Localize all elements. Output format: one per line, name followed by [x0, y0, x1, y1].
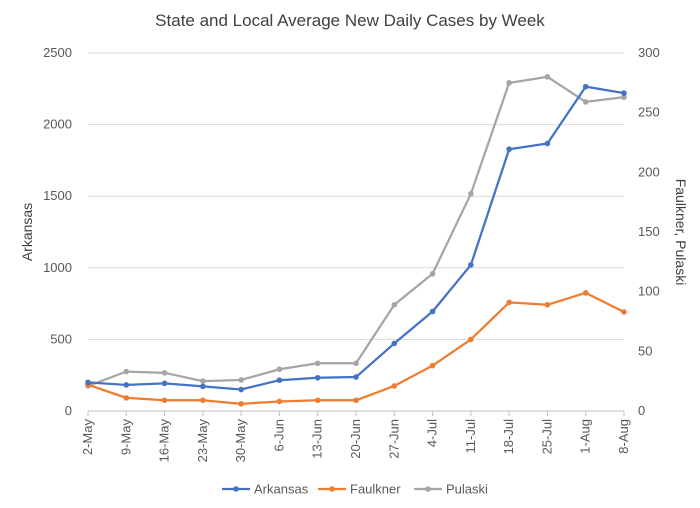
left-tick-label: 0 — [65, 403, 72, 418]
data-point-arkansas — [391, 340, 398, 347]
legend-label: Faulkner — [350, 482, 401, 497]
right-tick-label: 150 — [638, 224, 660, 239]
data-point-faulkner — [621, 309, 627, 315]
legend-item-arkansas: Arkansas — [222, 482, 309, 497]
data-point-arkansas — [353, 374, 359, 380]
left-tick-label: 1500 — [43, 188, 72, 203]
series-line-arkansas — [87, 85, 625, 391]
legend-item-pulaski: Pulaski — [414, 482, 488, 497]
data-point-faulkner — [276, 398, 283, 405]
data-point-faulkner — [544, 301, 551, 308]
data-point-faulkner — [161, 397, 168, 404]
data-point-arkansas — [506, 146, 512, 153]
data-point-pulaski — [391, 301, 398, 308]
right-tick-label: 300 — [638, 45, 660, 60]
left-axis-ticks: 0 500 1000 1500 2000 2500 — [43, 45, 72, 418]
legend-item-faulkner: Faulkner — [318, 482, 401, 497]
left-tick-label: 2000 — [43, 117, 72, 132]
data-point-pulaski — [314, 360, 321, 367]
series-line-faulkner — [87, 291, 625, 405]
data-point-arkansas — [621, 90, 627, 96]
legend-marker — [425, 486, 431, 492]
data-point-arkansas — [544, 140, 551, 147]
x-tick-label: 20-Jun — [348, 419, 363, 459]
right-tick-label: 50 — [638, 343, 652, 358]
data-point-pulaski — [544, 74, 551, 80]
data-point-pulaski — [123, 368, 130, 375]
x-axis-ticks: 2-May 9-May 16-May 23-May 30-May 6-Jun 13-Jun 2… — [80, 411, 631, 462]
right-tick-label: 200 — [638, 164, 660, 179]
data-point-pulaski — [468, 191, 474, 197]
data-point-pulaski — [353, 360, 359, 367]
data-point-pulaski — [276, 366, 283, 373]
data-point-arkansas — [314, 374, 321, 381]
data-point-arkansas — [468, 262, 474, 268]
x-tick-label: 1-Aug — [578, 419, 593, 454]
x-tick-label: 13-Jun — [310, 419, 325, 459]
data-point-arkansas — [276, 377, 283, 384]
chart-legend: Arkansas Faulkner Pulaski — [222, 482, 488, 497]
data-point-faulkner — [429, 362, 436, 369]
legend-label: Arkansas — [254, 482, 309, 497]
chart-title: State and Local Average New Daily Cases … — [155, 11, 545, 30]
left-tick-label: 1000 — [43, 260, 72, 275]
data-point-faulkner — [123, 395, 130, 401]
right-tick-label: 0 — [638, 403, 645, 418]
data-point-faulkner — [238, 401, 244, 407]
left-axis-label: Arkansas — [19, 203, 35, 261]
legend-marker — [329, 486, 335, 492]
data-point-faulkner — [353, 397, 359, 404]
series-layer — [85, 74, 627, 407]
data-point-arkansas — [238, 386, 244, 393]
gridlines — [88, 52, 624, 412]
x-tick-label: 23-May — [195, 419, 210, 463]
x-tick-label: 2-May — [80, 419, 95, 456]
data-point-arkansas — [85, 379, 91, 386]
left-tick-label: 500 — [50, 331, 72, 346]
x-tick-label: 30-May — [233, 419, 248, 463]
series-pulaski — [85, 74, 627, 389]
x-tick-label: 4-Jul — [425, 419, 440, 447]
right-tick-label: 100 — [638, 284, 660, 299]
series-arkansas — [85, 83, 627, 393]
data-point-arkansas — [161, 380, 168, 387]
x-tick-label: 11-Jul — [463, 419, 478, 454]
x-tick-label: 18-Jul — [501, 419, 516, 455]
data-point-arkansas — [123, 382, 130, 388]
x-tick-label: 8-Aug — [616, 419, 631, 454]
data-point-faulkner — [314, 397, 321, 404]
right-axis-label: Faulkner, Pulaski — [673, 179, 689, 286]
x-tick-label: 9-May — [118, 419, 133, 456]
x-tick-label: 6-Jun — [271, 419, 286, 452]
data-point-faulkner — [200, 397, 206, 404]
x-tick-label: 27-Jun — [386, 419, 401, 459]
data-point-pulaski — [582, 99, 589, 105]
legend-label: Pulaski — [446, 482, 488, 497]
x-tick-label: 25-Jul — [539, 419, 554, 455]
data-point-pulaski — [161, 370, 168, 376]
data-point-pulaski — [200, 378, 206, 384]
right-axis-ticks: 0 50 100 150 200 250 300 — [638, 45, 660, 418]
right-tick-label: 250 — [638, 105, 660, 120]
data-point-faulkner — [506, 299, 512, 306]
data-point-pulaski — [621, 94, 627, 100]
data-point-arkansas — [582, 83, 589, 90]
x-tick-label: 16-May — [157, 419, 172, 463]
data-point-faulkner — [391, 383, 398, 389]
data-point-arkansas — [429, 308, 436, 315]
data-point-arkansas — [200, 383, 206, 390]
legend-marker — [233, 486, 239, 492]
data-point-pulaski — [506, 80, 512, 86]
data-point-pulaski — [429, 270, 436, 277]
series-faulkner — [85, 290, 627, 407]
data-point-pulaski — [238, 377, 244, 383]
left-tick-label: 2500 — [43, 45, 72, 60]
data-point-faulkner — [468, 336, 474, 343]
data-point-faulkner — [582, 290, 589, 296]
